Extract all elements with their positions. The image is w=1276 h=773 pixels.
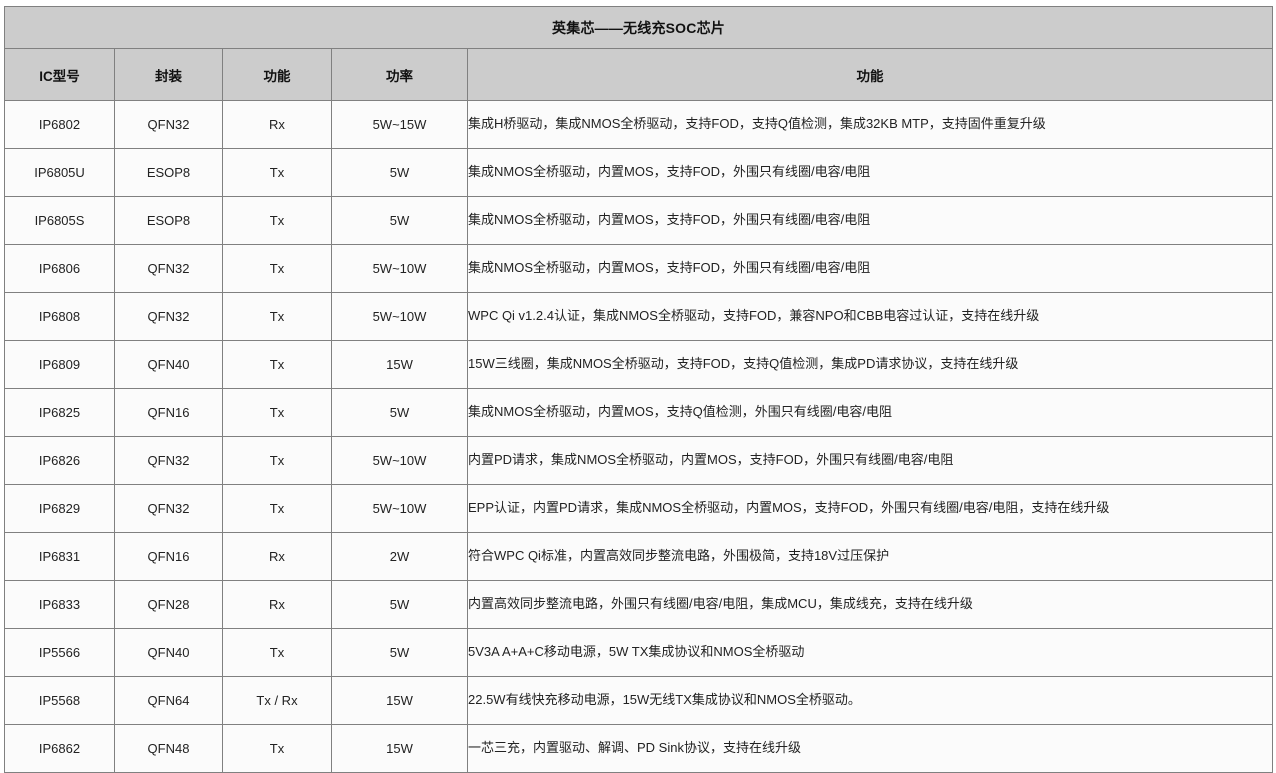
cell-function-type: Tx: [222, 724, 332, 773]
column-header-power: 功率: [331, 48, 468, 101]
cell-power: 5W~10W: [331, 484, 468, 533]
column-header-func: 功能: [222, 48, 332, 101]
table-row: IP6825 QFN16 Tx 5W 集成NMOS全桥驱动，内置MOS，支持Q值检测，外…: [4, 388, 1274, 437]
cell-ic-model: IP6809: [4, 340, 115, 389]
cell-power: 5W~15W: [331, 100, 468, 149]
table-row: IP6802 QFN32 Rx 5W~15W 集成H桥驱动，集成NMOS全桥驱动，支持F…: [4, 100, 1274, 149]
cell-package: QFN32: [114, 292, 223, 341]
cell-description: 符合WPC Qi标准，内置高效同步整流电路，外围极简，支持18V过压保护: [466, 532, 1274, 581]
cell-package: ESOP8: [114, 196, 223, 245]
cell-ic-model: IP6806: [4, 244, 115, 293]
cell-ic-model: IP6825: [4, 388, 115, 437]
table-row: IP6826 QFN32 Tx 5W~10W 内置PD请求，集成NMOS全桥驱动，内置M…: [4, 436, 1274, 485]
cell-ic-model: IP6862: [4, 724, 115, 773]
cell-function-type: Tx: [222, 436, 332, 485]
cell-function-type: Tx: [222, 484, 332, 533]
table-row: IP6805S ESOP8 Tx 5W 集成NMOS全桥驱动，内置MOS，支持FOD，外…: [4, 196, 1274, 245]
cell-description: WPC Qi v1.2.4认证，集成NMOS全桥驱动，支持FOD，兼容NPO和C…: [466, 292, 1274, 341]
cell-ic-model: IP5568: [4, 676, 115, 725]
table-row: IP6806 QFN32 Tx 5W~10W 集成NMOS全桥驱动，内置MOS，支持FO…: [4, 244, 1274, 293]
cell-function-type: Tx: [222, 148, 332, 197]
cell-package: QFN32: [114, 484, 223, 533]
cell-function-type: Tx: [222, 628, 332, 677]
cell-function-type: Tx: [222, 292, 332, 341]
table-header-row: IC型号 封装 功能 功率 功能: [4, 48, 1274, 101]
cell-package: QFN40: [114, 628, 223, 677]
cell-power: 15W: [331, 724, 468, 773]
table-row: IP6862 QFN48 Tx 15W 一芯三充，内置驱动、解调、PD Sink协议，支…: [4, 724, 1274, 773]
cell-ic-model: IP6833: [4, 580, 115, 629]
cell-package: QFN32: [114, 244, 223, 293]
cell-function-type: Rx: [222, 100, 332, 149]
cell-power: 5W~10W: [331, 292, 468, 341]
cell-description: 内置PD请求，集成NMOS全桥驱动，内置MOS，支持FOD，外围只有线圈/电容/…: [466, 436, 1274, 485]
cell-function-type: Tx: [222, 388, 332, 437]
cell-ic-model: IP6831: [4, 532, 115, 581]
cell-ic-model: IP6802: [4, 100, 115, 149]
cell-ic-model: IP6826: [4, 436, 115, 485]
cell-power: 5W: [331, 388, 468, 437]
cell-package: QFN48: [114, 724, 223, 773]
column-header-model: IC型号: [4, 48, 115, 101]
cell-power: 15W: [331, 340, 468, 389]
cell-package: QFN64: [114, 676, 223, 725]
table-row: IP6809 QFN40 Tx 15W 15W三线圈，集成NMOS全桥驱动，支持FOD，…: [4, 340, 1274, 389]
column-header-desc: 功能: [466, 48, 1274, 101]
table-row: IP5566 QFN40 Tx 5W 5V3A A+A+C移动电源，5W TX集成协议和…: [4, 628, 1274, 677]
cell-description: 集成NMOS全桥驱动，内置MOS，支持Q值检测，外围只有线圈/电容/电阻: [466, 388, 1274, 437]
cell-power: 5W: [331, 196, 468, 245]
cell-function-type: Rx: [222, 532, 332, 581]
table-row: IP6808 QFN32 Tx 5W~10W WPC Qi v1.2.4认证，集成NMO…: [4, 292, 1274, 341]
table-title-row: 英集芯——无线充SOC芯片: [3, 6, 1274, 49]
table-row: IP6831 QFN16 Rx 2W 符合WPC Qi标准，内置高效同步整流电路，外围极…: [4, 532, 1274, 581]
cell-description: 集成NMOS全桥驱动，内置MOS，支持FOD，外围只有线圈/电容/电阻: [466, 148, 1274, 197]
cell-power: 5W: [331, 580, 468, 629]
table-row: IP6829 QFN32 Tx 5W~10W EPP认证，内置PD请求，集成NMOS全桥…: [4, 484, 1274, 533]
cell-package: QFN16: [114, 388, 223, 437]
cell-description: 集成H桥驱动，集成NMOS全桥驱动，支持FOD，支持Q值检测，集成32KB MT…: [466, 100, 1274, 149]
table-head: 英集芯——无线充SOC芯片 IC型号 封装 功能 功率 功能: [3, 6, 1274, 101]
table-row: IP6833 QFN28 Rx 5W 内置高效同步整流电路，外围只有线圈/电容/电阻，集…: [4, 580, 1274, 629]
cell-function-type: Tx / Rx: [222, 676, 332, 725]
cell-power: 15W: [331, 676, 468, 725]
cell-ic-model: IP6805U: [4, 148, 115, 197]
cell-ic-model: IP6829: [4, 484, 115, 533]
cell-package: QFN32: [114, 100, 223, 149]
cell-ic-model: IP6805S: [4, 196, 115, 245]
cell-function-type: Tx: [222, 340, 332, 389]
cell-description: EPP认证，内置PD请求，集成NMOS全桥驱动，内置MOS，支持FOD，外围只有…: [466, 484, 1274, 533]
cell-power: 5W~10W: [331, 244, 468, 293]
cell-description: 5V3A A+A+C移动电源，5W TX集成协议和NMOS全桥驱动: [466, 628, 1274, 677]
cell-package: QFN16: [114, 532, 223, 581]
cell-description: 集成NMOS全桥驱动，内置MOS，支持FOD，外围只有线圈/电容/电阻: [466, 196, 1274, 245]
cell-function-type: Tx: [222, 244, 332, 293]
cell-function-type: Rx: [222, 580, 332, 629]
cell-power: 5W~10W: [331, 436, 468, 485]
table-row: IP6805U ESOP8 Tx 5W 集成NMOS全桥驱动，内置MOS，支持FOD，外…: [4, 148, 1274, 197]
cell-function-type: Tx: [222, 196, 332, 245]
cell-description: 内置高效同步整流电路，外围只有线圈/电容/电阻，集成MCU，集成线充，支持在线升…: [466, 580, 1274, 629]
cell-package: QFN28: [114, 580, 223, 629]
table-row: IP5568 QFN64 Tx / Rx 15W 22.5W有线快充移动电源，15W无线…: [4, 676, 1274, 725]
wireless-charging-soc-table: 英集芯——无线充SOC芯片 IC型号 封装 功能 功率 功能 IP6802 QFN…: [3, 6, 1274, 773]
cell-power: 5W: [331, 628, 468, 677]
cell-package: QFN40: [114, 340, 223, 389]
cell-package: QFN32: [114, 436, 223, 485]
cell-description: 一芯三充，内置驱动、解调、PD Sink协议，支持在线升级: [466, 724, 1274, 773]
cell-ic-model: IP6808: [4, 292, 115, 341]
cell-description: 22.5W有线快充移动电源，15W无线TX集成协议和NMOS全桥驱动。: [466, 676, 1274, 725]
cell-package: ESOP8: [114, 148, 223, 197]
cell-power: 2W: [331, 532, 468, 581]
cell-power: 5W: [331, 148, 468, 197]
cell-description: 集成NMOS全桥驱动，内置MOS，支持FOD，外围只有线圈/电容/电阻: [466, 244, 1274, 293]
table-title: 英集芯——无线充SOC芯片: [3, 6, 1274, 49]
cell-ic-model: IP5566: [4, 628, 115, 677]
column-header-package: 封装: [114, 48, 223, 101]
cell-description: 15W三线圈，集成NMOS全桥驱动，支持FOD，支持Q值检测，集成PD请求协议，…: [466, 340, 1274, 389]
table-body: IP6802 QFN32 Rx 5W~15W 集成H桥驱动，集成NMOS全桥驱动，支持F…: [4, 100, 1274, 773]
